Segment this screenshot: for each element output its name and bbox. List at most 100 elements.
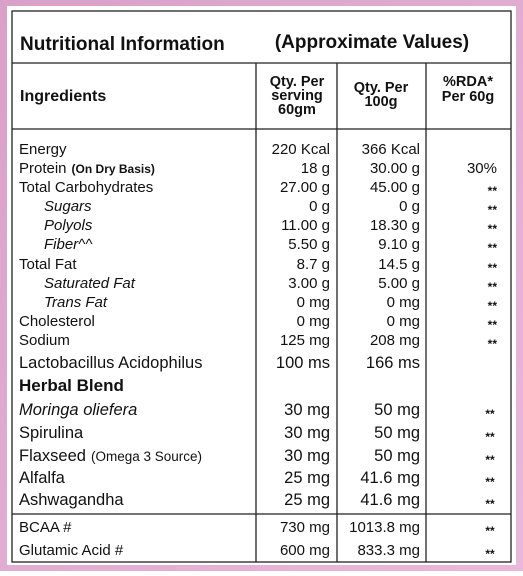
ingredient-name: Protein xyxy=(19,160,67,177)
ingredient-name: Energy xyxy=(19,141,67,158)
cell-per-100g: 166 ms xyxy=(366,354,420,372)
cell-per-100g: 50 mg xyxy=(374,401,420,419)
ingredient-note: (On Dry Basis) xyxy=(72,162,155,176)
ingredient: Moringa oliefera xyxy=(19,401,137,419)
cell-rda: ** xyxy=(488,203,498,217)
cell-per-serving: 30 mg xyxy=(284,447,330,465)
cell-rda: ** xyxy=(488,280,498,294)
cell-per-100g: 14.5 g xyxy=(378,256,420,273)
ingredient-name: Saturated Fat xyxy=(44,275,136,292)
cell-per-serving: 18 g xyxy=(301,160,330,177)
cell-rda: ** xyxy=(488,222,498,236)
cell-per-100g: 18.30 g xyxy=(370,217,420,234)
ingredient: Alfalfa xyxy=(19,469,66,487)
cell-per-serving: 600 mg xyxy=(280,542,330,559)
table-border xyxy=(11,10,512,563)
cell-per-100g: 45.00 g xyxy=(370,179,420,196)
ingredient-name: BCAA # xyxy=(19,519,72,536)
subtitle: (Approximate Values) xyxy=(275,32,469,53)
cell-per-100g: 41.6 mg xyxy=(360,469,420,487)
cell-per-serving: 11.00 g xyxy=(281,217,330,234)
ingredient-name: Herbal Blend xyxy=(19,376,124,395)
ingredient: Total Fat xyxy=(19,256,77,273)
ingredient-name: Trans Fat xyxy=(44,294,108,311)
ingredient-name: Moringa oliefera xyxy=(19,401,137,419)
ingredient-name: Glutamic Acid # xyxy=(19,542,124,559)
cell-per-100g: 0 g xyxy=(399,198,420,215)
cell-per-serving: 25 mg xyxy=(284,491,330,509)
ingredient-name: Sodium xyxy=(19,332,70,349)
column-header: Qty. Per xyxy=(354,80,409,96)
cell-per-100g: 41.6 mg xyxy=(360,491,420,509)
cell-per-serving: 30 mg xyxy=(284,424,330,442)
cell-per-100g: 0 mg xyxy=(387,313,420,330)
ingredient-name: Sugars xyxy=(44,198,92,215)
cell-per-serving: 100 ms xyxy=(276,354,330,372)
cell-rda: ** xyxy=(488,337,498,351)
column-header: 60gm xyxy=(278,102,316,118)
ingredient: Cholesterol xyxy=(19,313,95,330)
ingredient: Lactobacillus Acidophilus xyxy=(19,354,202,372)
ingredient: BCAA # xyxy=(19,519,72,536)
ingredient: Herbal Blend xyxy=(19,376,124,395)
ingredient-name: Lactobacillus Acidophilus xyxy=(19,354,202,372)
cell-per-100g: 366 Kcal xyxy=(362,141,420,158)
column-header: %RDA* xyxy=(443,74,493,90)
cell-rda: ** xyxy=(488,299,498,313)
column-header: Qty. Per xyxy=(270,74,325,90)
header-ingredients: Ingredients xyxy=(20,88,106,105)
ingredient-name: Fiber^^ xyxy=(44,236,93,253)
cell-per-100g: 208 mg xyxy=(370,332,420,349)
ingredient-name: Cholesterol xyxy=(19,313,95,330)
cell-rda: ** xyxy=(485,407,495,421)
cell-rda: ** xyxy=(485,547,495,561)
ingredient: Flaxseed (Omega 3 Source) xyxy=(19,447,202,465)
title: Nutritional Information xyxy=(20,34,225,55)
cell-per-serving: 30 mg xyxy=(284,401,330,419)
ingredient: Trans Fat xyxy=(44,294,108,311)
ingredient-name: Alfalfa xyxy=(19,469,66,487)
column-header: serving xyxy=(271,88,323,104)
column-header: 100g xyxy=(364,94,397,110)
ingredient-name: Total Carbohydrates xyxy=(19,179,153,196)
cell-per-100g: 1013.8 mg xyxy=(349,519,420,536)
cell-per-100g: 833.3 mg xyxy=(357,542,420,559)
cell-per-serving: 125 mg xyxy=(280,332,330,349)
cell-per-serving: 730 mg xyxy=(280,519,330,536)
ingredient: Polyols xyxy=(44,217,93,234)
cell-rda: ** xyxy=(488,241,498,255)
cell-per-100g: 0 mg xyxy=(387,294,420,311)
cell-rda: ** xyxy=(488,318,498,332)
cell-rda: ** xyxy=(485,453,495,467)
ingredient: Fiber^^ xyxy=(44,236,93,253)
ingredient-name: Flaxseed xyxy=(19,447,86,465)
cell-per-100g: 50 mg xyxy=(374,424,420,442)
ingredient-name: Polyols xyxy=(44,217,93,234)
column-header: Per 60g xyxy=(442,89,494,105)
ingredient-note: (Omega 3 Source) xyxy=(91,449,202,464)
ingredient: Saturated Fat xyxy=(44,275,136,292)
cell-rda: ** xyxy=(485,497,495,511)
ingredient-name: Total Fat xyxy=(19,256,77,273)
cell-rda: ** xyxy=(485,524,495,538)
ingredient: Sodium xyxy=(19,332,70,349)
ingredient: Protein (On Dry Basis) xyxy=(19,160,155,177)
ingredient: Sugars xyxy=(44,198,92,215)
ingredient: Energy xyxy=(19,141,67,158)
cell-per-serving: 25 mg xyxy=(284,469,330,487)
cell-per-serving: 8.7 g xyxy=(297,256,330,273)
cell-rda: ** xyxy=(485,475,495,489)
ingredient: Total Carbohydrates xyxy=(19,179,153,196)
cell-rda: ** xyxy=(488,261,498,275)
cell-per-serving: 220 Kcal xyxy=(272,141,330,158)
cell-per-serving: 27.00 g xyxy=(280,179,330,196)
ingredient-name: Spirulina xyxy=(19,424,84,442)
cell-per-100g: 50 mg xyxy=(374,447,420,465)
cell-per-serving: 0 mg xyxy=(297,294,330,311)
cell-per-100g: 9.10 g xyxy=(378,236,420,253)
cell-per-serving: 5.50 g xyxy=(288,236,330,253)
cell-per-serving: 0 g xyxy=(309,198,330,215)
ingredient: Spirulina xyxy=(19,424,84,442)
cell-per-100g: 30.00 g xyxy=(370,160,420,177)
